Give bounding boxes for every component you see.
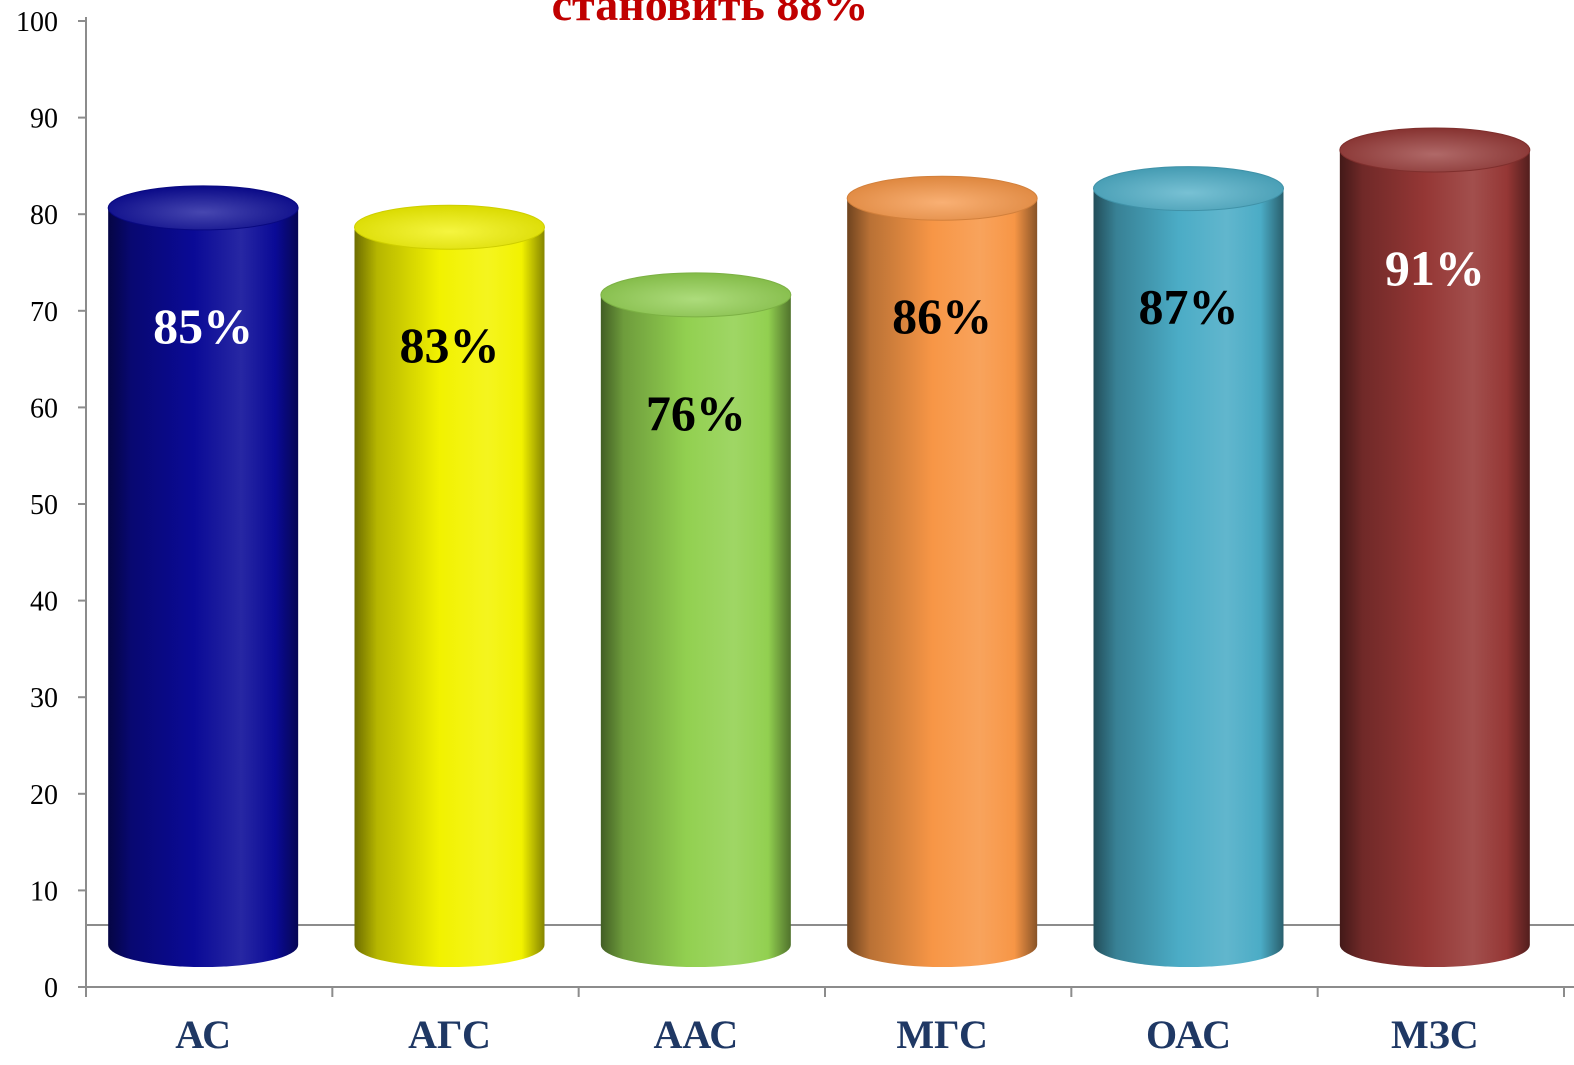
y-tick-label: 70 [30, 297, 58, 328]
bar-body [108, 207, 299, 968]
bar-body [1093, 188, 1284, 968]
bar-ААС [600, 272, 792, 967]
data-label: 83% [400, 317, 500, 373]
bar-body [600, 294, 791, 967]
y-tick-label: 20 [30, 780, 58, 811]
bar-АС [107, 185, 299, 968]
bar-top [600, 272, 792, 318]
y-tick-label: 30 [30, 683, 58, 714]
bar-top [846, 175, 1038, 221]
data-label: 91% [1385, 240, 1485, 296]
bar-ОАС [1093, 166, 1284, 968]
data-label: 87% [1139, 279, 1239, 335]
data-label: 76% [646, 385, 746, 441]
bar-top [1093, 166, 1284, 212]
y-tick-label: 0 [44, 973, 58, 1004]
bar-top [1339, 127, 1531, 173]
y-tick-label: 40 [30, 587, 58, 618]
x-tick-label: АС [175, 1012, 231, 1057]
y-tick-label: 50 [30, 490, 58, 521]
x-tick-label: ААС [653, 1012, 738, 1057]
data-label: 86% [892, 288, 992, 344]
x-tick-label: ОАС [1146, 1012, 1231, 1057]
x-tick-label: МГС [896, 1012, 988, 1057]
x-tick-label: АГС [408, 1012, 491, 1057]
y-tick-label: 100 [16, 7, 58, 38]
bar-МЗС [1339, 127, 1531, 968]
y-tick-label: 90 [30, 104, 58, 135]
bar-top [354, 204, 545, 250]
y-tick-label: 10 [30, 876, 58, 907]
data-label: 85% [153, 298, 253, 354]
bar-body [354, 227, 545, 968]
bar-top [107, 185, 299, 231]
bar-body [847, 198, 1038, 968]
bar-МГС [846, 175, 1038, 968]
x-tick-label: МЗС [1391, 1012, 1479, 1057]
chart-title: становить 88% [551, 0, 869, 30]
y-tick-label: 60 [30, 393, 58, 424]
y-tick-label: 80 [30, 200, 58, 231]
bar-body [1339, 149, 1530, 968]
bar-АГС [354, 204, 545, 968]
